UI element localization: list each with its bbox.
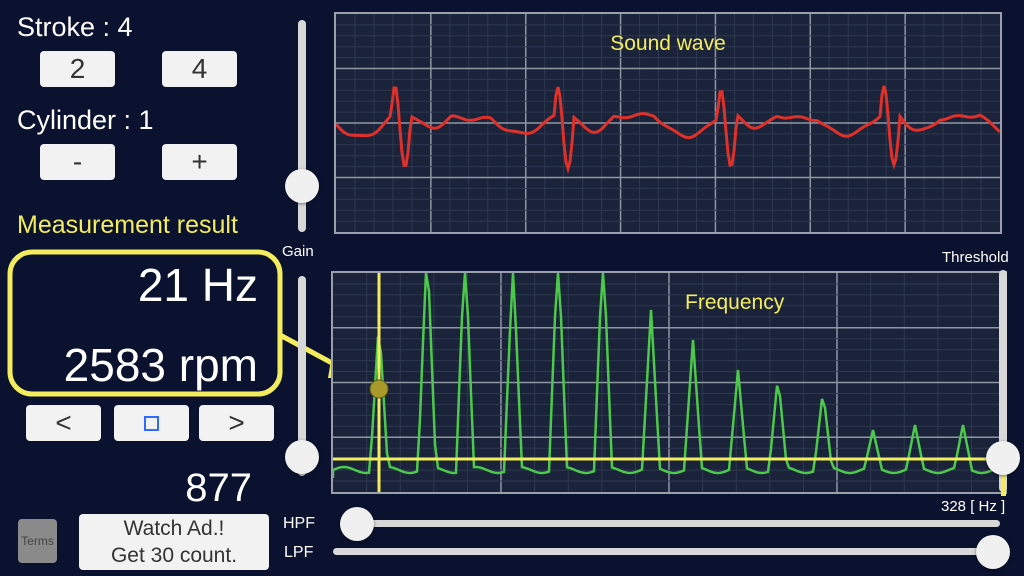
frequency-title: Frequency <box>685 291 785 314</box>
watch-ad-line1: Watch Ad.! <box>123 517 225 540</box>
cylinder-plus-button[interactable]: + <box>162 144 237 180</box>
peak-marker-ball <box>369 379 389 399</box>
lpf-slider[interactable] <box>333 548 1003 555</box>
stroke-label: Stroke : 4 <box>17 12 133 42</box>
sound-wave-line <box>336 85 1000 174</box>
gain-label: Gain <box>282 243 314 260</box>
stroke-4-button[interactable]: 4 <box>162 51 237 87</box>
sound-wave-plot <box>336 14 1000 232</box>
hz-value: 21 Hz <box>137 259 258 311</box>
lpf-slider-knob[interactable] <box>976 535 1010 569</box>
lpf-label: LPF <box>284 544 314 561</box>
rpm-value: 2583 rpm <box>63 339 258 391</box>
cylinder-minus-button[interactable]: - <box>40 144 115 180</box>
watch-ad-line2: Get 30 count. <box>110 544 238 567</box>
frequency-panel: Frequency <box>331 271 1007 494</box>
count-value: 877 <box>185 466 252 510</box>
spectrum-gain-slider-knob[interactable] <box>285 440 319 474</box>
watch-ad-button[interactable]: Watch Ad.! Get 30 count. <box>79 514 269 570</box>
hpf-slider[interactable] <box>340 520 1000 527</box>
highlight-box <box>7 249 283 397</box>
spectrum-line <box>333 273 1005 478</box>
gain-slider-knob[interactable] <box>285 169 319 203</box>
terms-button[interactable]: Terms <box>18 519 57 563</box>
square-icon <box>144 415 159 431</box>
threshold-marker <box>1001 470 1006 496</box>
threshold-slider[interactable] <box>999 270 1007 492</box>
sound-wave-title: Sound wave <box>610 32 726 55</box>
measurement-title: Measurement result <box>17 211 238 239</box>
gain-slider[interactable] <box>298 20 306 232</box>
frequency-plot <box>333 273 1005 492</box>
hpf-label: HPF <box>283 515 315 532</box>
prev-button[interactable]: < <box>26 405 101 441</box>
next-button[interactable]: > <box>199 405 274 441</box>
stop-button[interactable] <box>114 405 189 441</box>
threshold-label: Threshold <box>942 249 1009 266</box>
cylinder-label: Cylinder : 1 <box>17 105 154 135</box>
max-frequency-label: 328 [ Hz ] <box>941 498 1006 515</box>
spectrum-gain-slider[interactable] <box>298 276 306 476</box>
stroke-2-button[interactable]: 2 <box>40 51 115 87</box>
sound-wave-panel: Sound wave <box>334 12 1002 234</box>
hpf-slider-knob[interactable] <box>340 507 374 541</box>
threshold-slider-knob[interactable] <box>986 441 1020 475</box>
